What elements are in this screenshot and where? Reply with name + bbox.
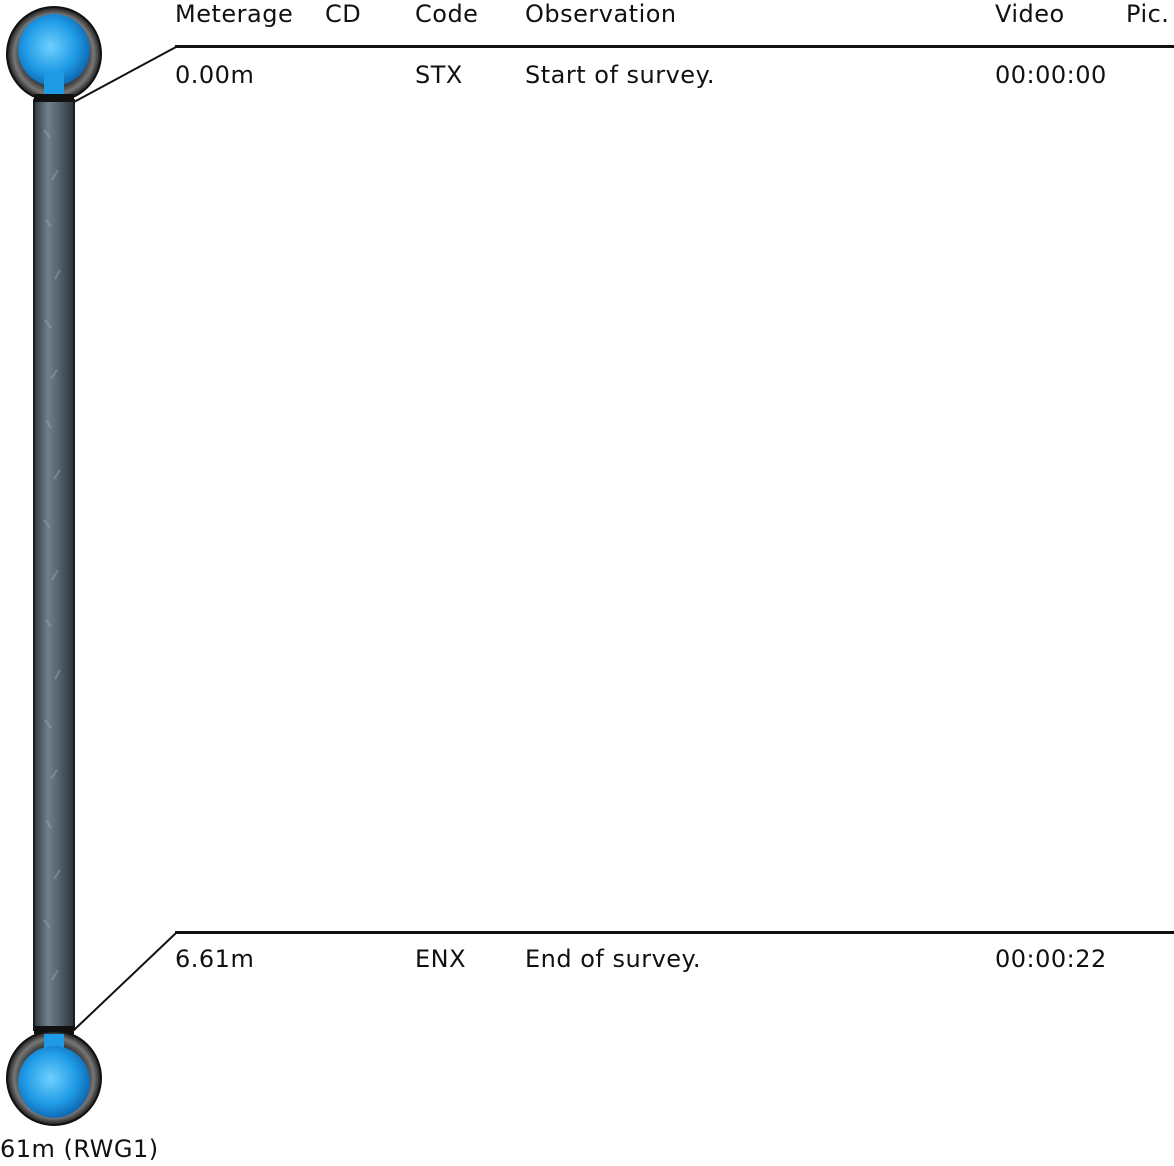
end-manhole-icon — [6, 1026, 102, 1126]
pipe-texture — [43, 129, 61, 981]
row-code: STX — [415, 61, 463, 89]
header-observation: Observation — [525, 0, 677, 28]
row-observation: Start of survey. — [525, 61, 715, 89]
header-video: Video — [995, 0, 1065, 28]
header-rule — [175, 45, 1174, 48]
start-manhole-icon — [6, 6, 102, 102]
header-meterage: Meterage — [175, 0, 294, 28]
row-video: 00:00:00 — [995, 61, 1107, 89]
pipe-diagram — [6, 6, 177, 1126]
row-meterage: 0.00m — [175, 61, 255, 89]
header-cd: CD — [325, 0, 362, 28]
row-rule — [175, 931, 1174, 934]
row-code: ENX — [415, 945, 467, 973]
header-pic: Pic. — [1126, 0, 1170, 28]
pipe-body — [33, 99, 75, 1031]
end-leader-line — [73, 932, 177, 1031]
row-video: 00:00:22 — [995, 945, 1107, 973]
start-leader-line — [73, 46, 177, 103]
row-observation: End of survey. — [525, 945, 701, 973]
row-meterage: 6.61m — [175, 945, 255, 973]
header-code: Code — [415, 0, 479, 28]
end-manhole-label: 61m (RWG1) — [0, 1135, 159, 1163]
